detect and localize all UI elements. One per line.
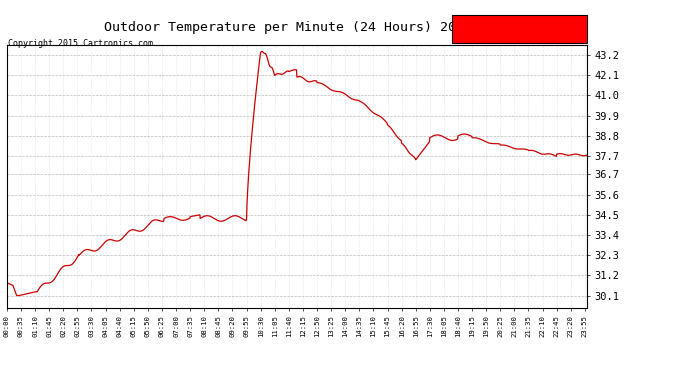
Text: Temperature  (°F): Temperature (°F) xyxy=(455,24,555,34)
Text: Copyright 2015 Cartronics.com: Copyright 2015 Cartronics.com xyxy=(8,39,153,48)
Text: Outdoor Temperature per Minute (24 Hours) 20150117: Outdoor Temperature per Minute (24 Hours… xyxy=(104,21,504,34)
